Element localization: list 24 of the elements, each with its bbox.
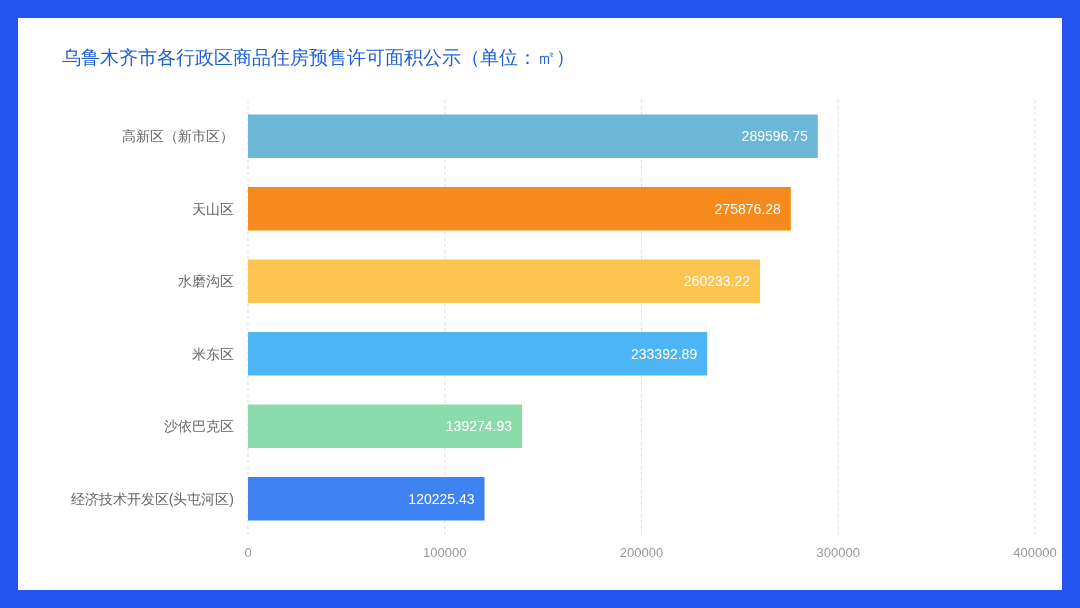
x-tick-label: 0 (244, 545, 252, 560)
bar (248, 259, 761, 303)
bar (248, 332, 708, 376)
data-label: 120225.43 (408, 490, 475, 507)
y-tick-label: 经济技术开发区(头屯河区) (70, 490, 234, 507)
bar (248, 114, 818, 158)
x-tick-label: 400000 (1013, 545, 1057, 560)
y-tick-label: 米东区 (192, 345, 234, 362)
data-label: 139274.93 (445, 418, 513, 435)
data-label: 260233.22 (683, 273, 751, 290)
y-tick-label: 沙依巴克区 (164, 418, 234, 435)
x-tick-label: 300000 (816, 545, 860, 560)
bar (248, 404, 523, 448)
y-tick-label: 高新区（新市区） (122, 128, 234, 145)
y-tick-label: 天山区 (192, 200, 234, 217)
bar (248, 187, 791, 231)
chart-title: 乌鲁木齐市各行政区商品住房预售许可面积公示（单位：㎡） (62, 47, 575, 68)
y-tick-label: 水磨沟区 (178, 273, 234, 290)
data-label: 289596.75 (741, 128, 808, 145)
data-label: 233392.89 (631, 345, 698, 362)
bar (248, 477, 485, 521)
x-tick-label: 200000 (619, 545, 664, 560)
x-tick-label: 100000 (423, 545, 467, 560)
data-label: 275876.28 (714, 200, 781, 217)
